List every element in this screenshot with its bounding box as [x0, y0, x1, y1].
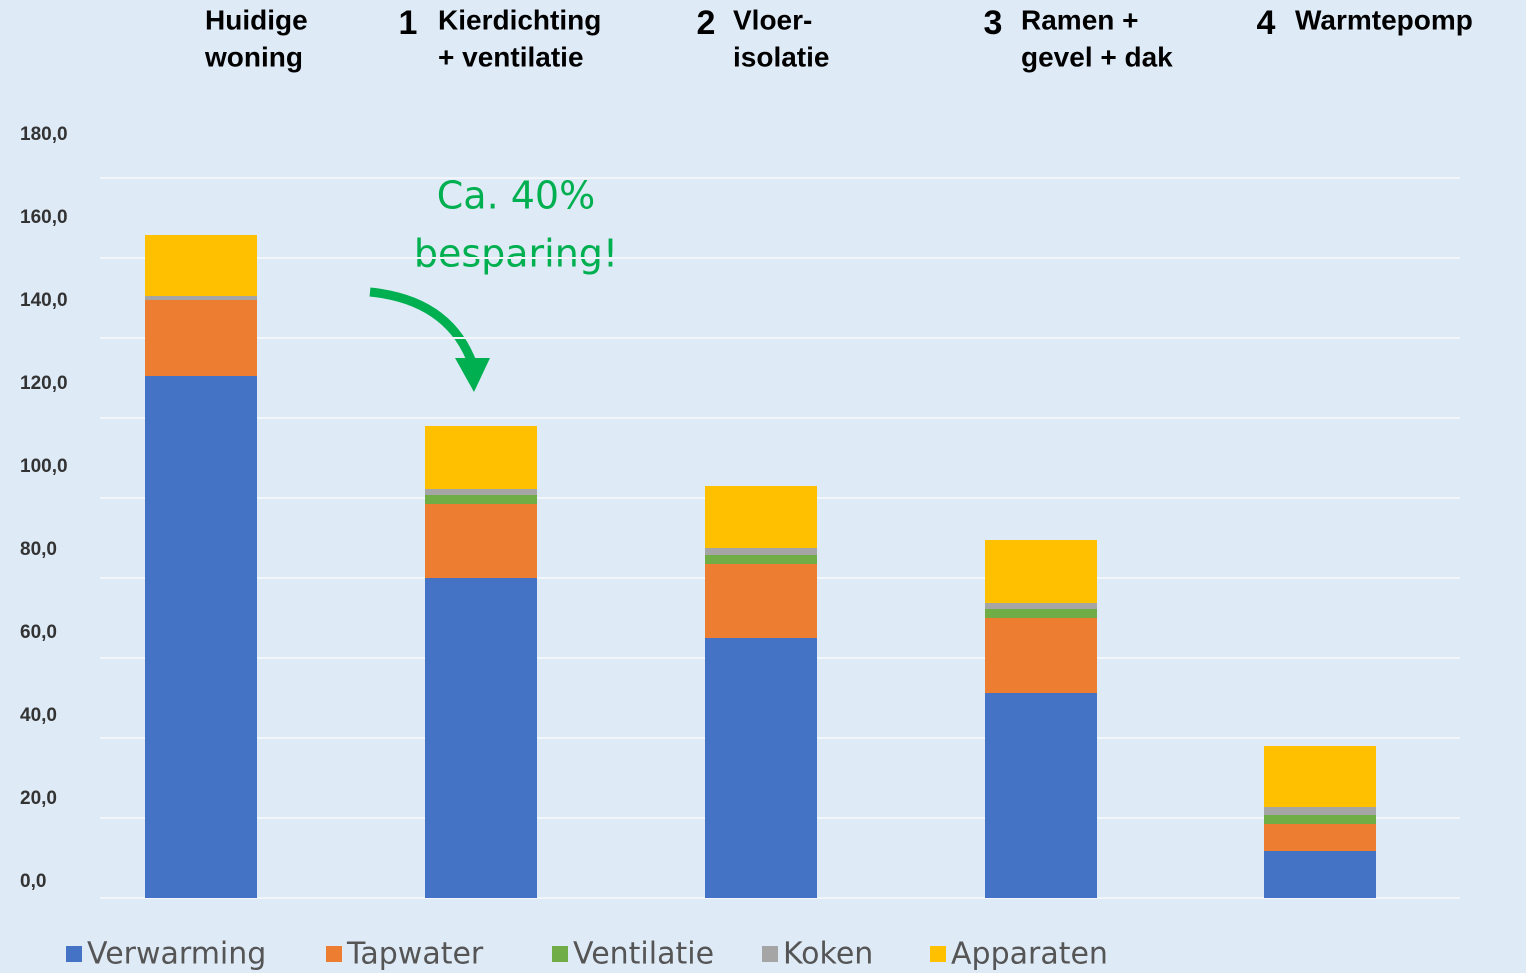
bar-segment [425, 489, 537, 495]
y-tick-label: 140,0 [20, 290, 68, 311]
bar-segment [425, 504, 537, 578]
category-label: Huidige [205, 4, 308, 35]
bar-segment [985, 618, 1097, 693]
bar-segment [1264, 824, 1376, 851]
legend-swatch [930, 946, 946, 962]
category-label: Ramen + [1021, 4, 1139, 35]
legend-swatch [326, 946, 342, 962]
category-label: Kierdichting [438, 4, 601, 35]
legend-label: Apparaten [951, 937, 1108, 972]
y-tick-label: 180,0 [20, 124, 68, 145]
legend-label: Koken [783, 937, 873, 972]
bar-segment [1264, 746, 1376, 807]
y-tick-label: 0,0 [20, 871, 46, 892]
bar-segment [985, 693, 1097, 898]
bar-segment [145, 300, 257, 376]
category-number: 1 [399, 4, 418, 42]
y-tick-label: 160,0 [20, 207, 68, 228]
category-number: 2 [697, 4, 716, 42]
bar-segment [705, 486, 817, 548]
category-label: Warmtepomp [1295, 4, 1473, 35]
bar-segment [425, 578, 537, 898]
y-tick-label: 100,0 [20, 456, 68, 477]
bar-segment [985, 609, 1097, 618]
annotation: Ca. 40% [437, 174, 595, 218]
bar-segment [705, 555, 817, 564]
bar-segment [145, 296, 257, 300]
y-tick-label: 80,0 [20, 539, 57, 560]
legend-label: Tapwater [346, 937, 484, 972]
arrow [369, 287, 478, 367]
bar-segment [705, 548, 817, 555]
annotation: besparing! [414, 232, 618, 276]
legend-swatch [762, 946, 778, 962]
bar-segment [1264, 851, 1376, 898]
arrow-head [455, 358, 490, 392]
y-tick-label: 40,0 [20, 705, 57, 726]
bar-segment [145, 376, 257, 898]
category-number: 3 [984, 4, 1003, 42]
y-tick-label: 60,0 [20, 622, 57, 643]
category-label: gevel + dak [1021, 41, 1173, 72]
bar-segment [145, 235, 257, 296]
bar-segment [425, 426, 537, 489]
legend-swatch [66, 946, 82, 962]
bar-segment [425, 495, 537, 504]
bar-segment [1264, 815, 1376, 824]
y-tick-label: 120,0 [20, 373, 68, 394]
legend-label: Ventilatie [573, 937, 714, 972]
category-number: 4 [1257, 4, 1276, 42]
legend-label: Verwarming [87, 937, 266, 972]
category-label: woning [204, 41, 303, 72]
category-label: isolatie [733, 41, 829, 72]
bar-segment [985, 540, 1097, 603]
category-label: + ventilatie [438, 41, 584, 72]
bar-segment [1264, 807, 1376, 815]
bar-segment [705, 564, 817, 638]
y-tick-label: 20,0 [20, 788, 57, 809]
legend-swatch [552, 946, 568, 962]
bar-segment [985, 603, 1097, 609]
category-label: Vloer- [733, 4, 812, 35]
bar-segment [705, 638, 817, 898]
